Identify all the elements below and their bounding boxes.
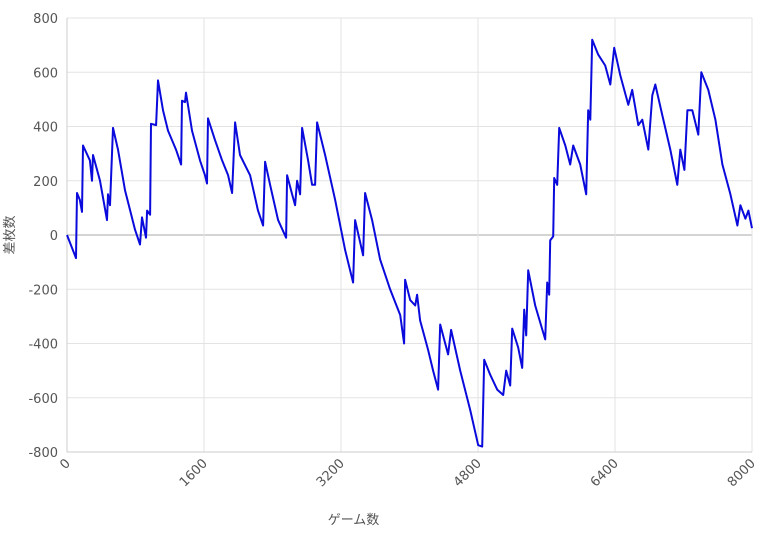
y-tick-label: 600 — [33, 66, 58, 81]
x-tick-label: 3200 — [314, 456, 348, 490]
y-tick-label: -200 — [28, 283, 58, 298]
y-tick-label: 200 — [33, 175, 58, 190]
x-tick-label: 4800 — [451, 456, 485, 490]
x-tick-label: 8000 — [725, 456, 759, 490]
y-tick-label: -400 — [28, 338, 58, 353]
x-axis-title: ゲーム数 — [328, 513, 380, 528]
y-tick-label: 400 — [33, 121, 58, 136]
y-tick-label: 0 — [50, 229, 58, 244]
x-tick-label: 6400 — [588, 456, 622, 490]
y-axis-title: 差枚数 — [3, 215, 18, 254]
y-tick-label: -600 — [28, 392, 58, 407]
x-tick-label: 0 — [57, 456, 73, 472]
y-tick-label: 800 — [33, 12, 58, 27]
x-tick-label: 1600 — [177, 456, 211, 490]
y-tick-label: -800 — [28, 446, 58, 461]
data-line — [66, 38, 753, 448]
